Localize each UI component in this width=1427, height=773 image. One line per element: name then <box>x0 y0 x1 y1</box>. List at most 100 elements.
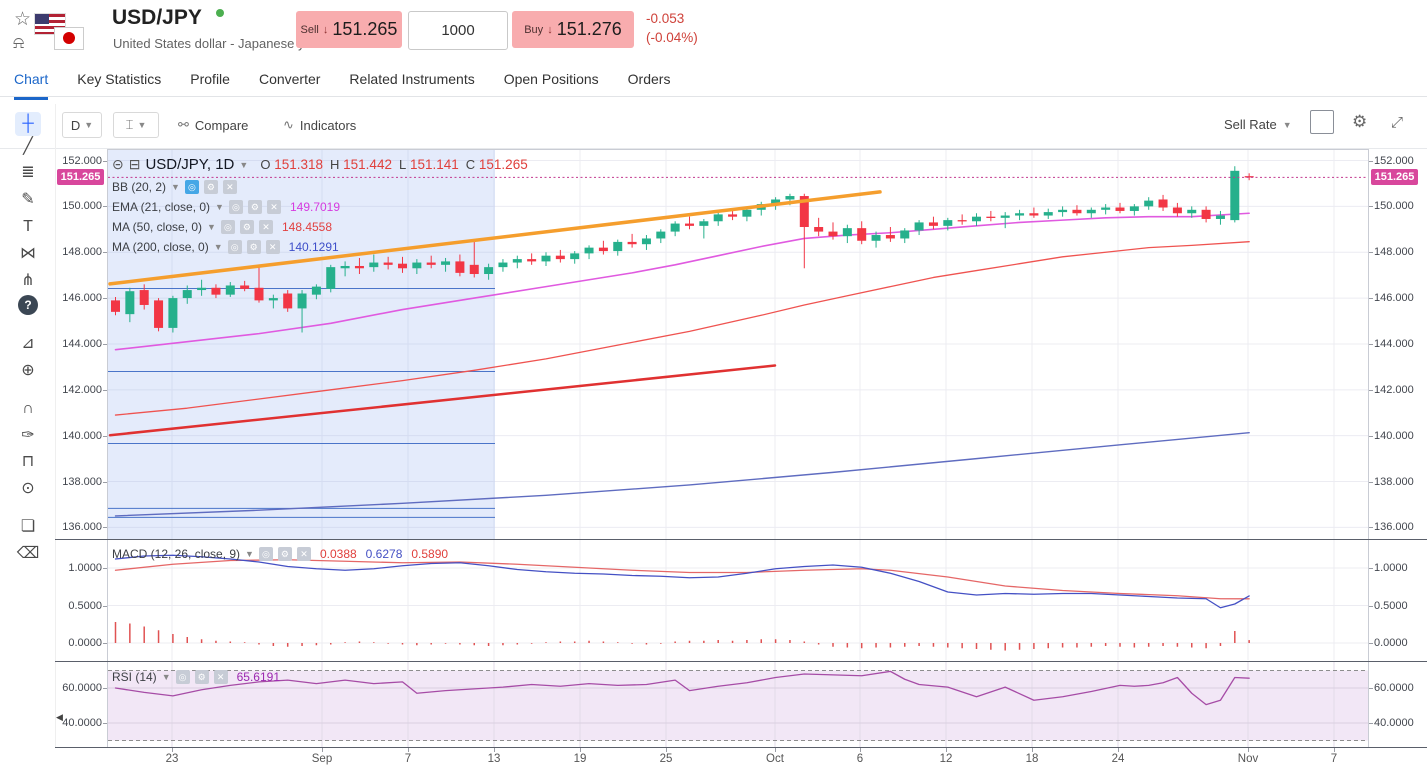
ohlc-key: C <box>465 157 476 172</box>
indicators-button[interactable]: ∿ Indicators <box>283 117 356 133</box>
macd-chart-canvas[interactable] <box>108 540 1368 660</box>
chevron-down-icon[interactable]: ▼ <box>213 241 223 252</box>
price-axis-label: 0.5000 <box>68 599 102 612</box>
help-button[interactable]: ? <box>18 295 38 315</box>
price-axis-label: 150.000 <box>1374 200 1414 213</box>
rsi-legend: RSI (14) ▼ ◎ ⚙ ✕ 65.6191 <box>112 669 280 684</box>
tab-orders[interactable]: Orders <box>627 71 671 87</box>
pattern-tool[interactable]: ⋈ <box>20 245 36 262</box>
eye-icon[interactable]: ◎ <box>227 239 242 254</box>
divider <box>55 104 56 748</box>
price-badge-left: 151.265 <box>57 169 104 186</box>
hide-drawings-tool[interactable]: ⊙ <box>21 480 35 497</box>
chevron-down-icon[interactable]: ▼ <box>161 671 171 682</box>
tick-mark <box>172 748 173 752</box>
drawing-mode-tool[interactable]: ✑ <box>21 427 35 444</box>
pitchfork-tool[interactable]: ⋔ <box>21 272 35 289</box>
magnet-tool[interactable]: ∩ <box>22 400 34 417</box>
price-axis-label: 1.0000 <box>1374 562 1408 574</box>
tick-mark <box>1369 206 1373 208</box>
ohlc-key: H <box>330 157 340 172</box>
chevron-down-icon[interactable]: ▼ <box>245 548 254 559</box>
tick-mark <box>1248 748 1249 752</box>
tick-mark <box>103 389 107 391</box>
tick-mark <box>1334 748 1335 752</box>
tab-key-statistics[interactable]: Key Statistics <box>77 71 162 87</box>
close-icon[interactable]: ✕ <box>265 239 280 254</box>
tab-related-instruments[interactable]: Related Instruments <box>349 71 475 87</box>
chart-checkbox[interactable] <box>1310 110 1334 134</box>
tab-profile[interactable]: Profile <box>190 71 230 87</box>
gear-icon[interactable]: ⚙ <box>203 179 218 194</box>
close-icon[interactable]: ✕ <box>266 199 281 214</box>
main-chart-canvas[interactable] <box>108 150 1368 539</box>
favorite-star-icon[interactable]: ☆ <box>14 9 32 30</box>
compare-button[interactable]: ⚯ Compare <box>178 117 248 133</box>
time-axis-label: 23 <box>165 753 179 765</box>
measure-tool[interactable]: ⊿ <box>21 335 35 352</box>
chevron-down-icon[interactable]: ▼ <box>215 201 224 212</box>
minimize-legend-icon[interactable]: ⊟ <box>128 156 141 172</box>
buy-price: 151.276 <box>556 19 622 39</box>
zoom-in-tool[interactable]: ⊕ <box>21 362 35 379</box>
eye-icon[interactable]: ◎ <box>184 179 199 194</box>
instrument-tabs: Chart Key Statistics Profile Converter Relat… <box>0 62 1427 100</box>
price-axis-label: 0.0000 <box>68 637 102 649</box>
chevron-down-icon[interactable]: ▼ <box>239 159 249 170</box>
close-icon[interactable]: ✕ <box>213 669 228 684</box>
compare-icon: ⚯ <box>178 117 189 132</box>
text-tool[interactable]: T <box>23 218 33 235</box>
close-icon[interactable]: ✕ <box>258 219 273 234</box>
sell-rate-dropdown[interactable]: Sell Rate ▼ <box>1224 117 1292 132</box>
buy-button[interactable]: Buy ↓ 151.276 <box>512 11 634 48</box>
chevron-down-icon[interactable]: ▼ <box>207 221 216 232</box>
fullscreen-icon[interactable]: ⤢ <box>1391 114 1404 131</box>
tick-mark <box>1032 748 1033 752</box>
gear-icon[interactable]: ⚙ <box>247 199 262 214</box>
trendline-tool[interactable]: ╱ <box>23 138 33 155</box>
interval-dropdown[interactable]: D ▼ <box>62 112 102 138</box>
eye-icon[interactable]: ◎ <box>220 219 235 234</box>
time-axis-label: 7 <box>1330 753 1338 765</box>
rsi-chart-canvas[interactable] <box>108 662 1368 747</box>
delete-drawings-tool[interactable]: ⌫ <box>16 545 40 562</box>
tick-mark <box>775 748 776 752</box>
gear-icon[interactable]: ⚙ <box>194 669 209 684</box>
eye-icon[interactable]: ◎ <box>258 546 273 561</box>
brush-tool[interactable]: ✎ <box>21 191 35 208</box>
layers-tool[interactable]: ❏ <box>20 518 36 535</box>
macd-legend: MACD (12, 26, close, 9) ▼ ◎ ⚙ ✕ 0.0388 0.6278 0… <box>112 546 448 561</box>
tick-mark <box>408 748 409 752</box>
sell-button[interactable]: Sell ↓ 151.265 <box>296 11 402 48</box>
eye-icon[interactable]: ◎ <box>175 669 190 684</box>
tick-mark <box>103 568 107 569</box>
tab-open-positions[interactable]: Open Positions <box>503 71 599 87</box>
eye-icon[interactable]: ◎ <box>228 199 243 214</box>
price-axis-label: 40.0000 <box>1374 717 1414 729</box>
lock-drawings-tool[interactable]: ⊓ <box>21 453 35 470</box>
indicator-value: 0.5890 <box>411 546 449 561</box>
price-axis-label: 142.000 <box>1374 383 1414 396</box>
tick-mark <box>1369 389 1373 391</box>
price-axis-label: 60.0000 <box>1374 682 1414 694</box>
chart-style-dropdown[interactable]: ⌶ ▼ <box>113 112 159 138</box>
ohlc-key: O <box>260 157 271 172</box>
tab-chart[interactable]: Chart <box>14 62 49 100</box>
fib-lines-tool[interactable]: ≣ <box>21 164 35 181</box>
price-axis-label: 1.0000 <box>68 562 102 574</box>
tab-converter[interactable]: Converter <box>258 71 321 87</box>
crosshair-tool[interactable]: ┼ <box>15 112 41 136</box>
gear-icon[interactable]: ⚙ <box>277 546 292 561</box>
amount-input[interactable] <box>408 11 508 50</box>
chevron-down-icon[interactable]: ▼ <box>171 181 180 192</box>
alert-bell-icon[interactable]: ⍾ <box>13 33 25 52</box>
gear-icon[interactable]: ⚙ <box>239 219 254 234</box>
collapse-pane-arrow[interactable]: ◀ <box>56 712 63 722</box>
legend-symbol: USD/JPY, 1D <box>145 156 235 173</box>
gear-icon[interactable]: ⚙ <box>246 239 261 254</box>
close-icon[interactable]: ✕ <box>222 179 237 194</box>
collapse-legend-icon[interactable]: ⊝ <box>112 156 124 172</box>
tick-mark <box>103 206 107 208</box>
settings-gear-icon[interactable]: ⚙ <box>1352 112 1368 131</box>
close-icon[interactable]: ✕ <box>296 546 311 561</box>
